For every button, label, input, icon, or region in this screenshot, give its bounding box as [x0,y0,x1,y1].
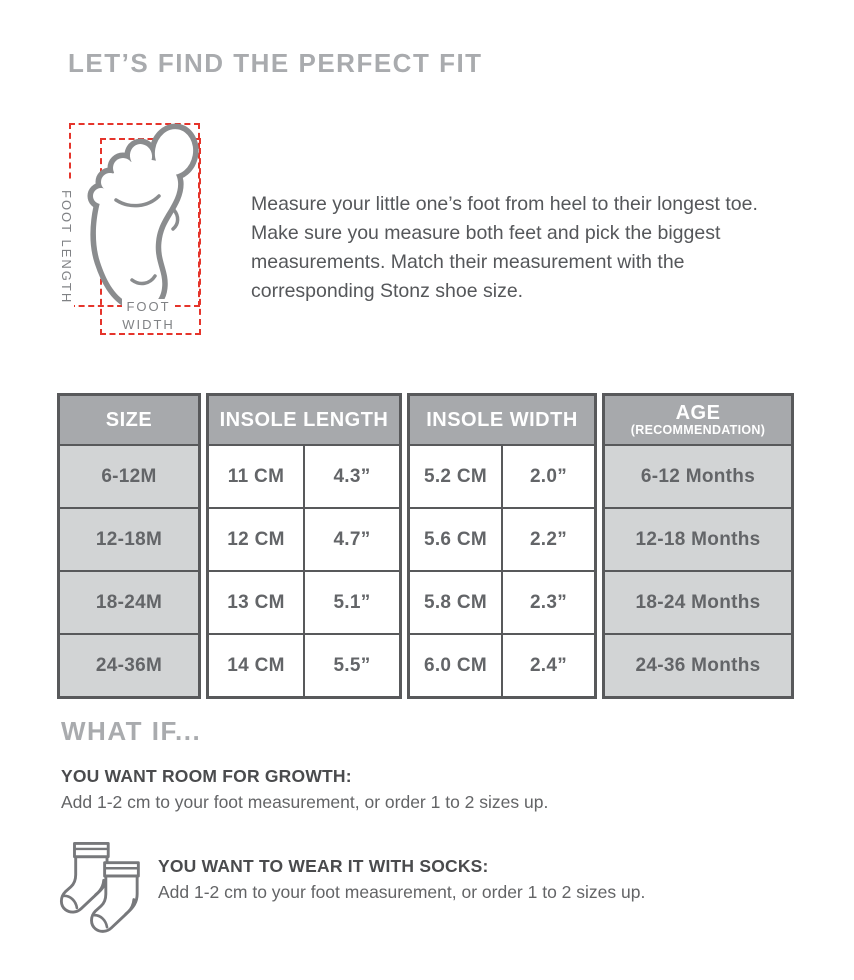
size-cell: 12-18M [60,507,198,570]
foot-measurement-diagram: FOOT LENGTH FOOT WIDTH [48,110,263,360]
width-in-cell: 2.4” [501,635,594,696]
socks-tip-text: Add 1-2 cm to your foot measurement, or … [158,882,646,902]
size-column-header: SIZE [60,396,198,446]
width-in-cell: 2.0” [501,446,594,507]
length-in-cell: 4.7” [303,509,399,570]
wear-with-socks-tip: YOU WANT TO WEAR IT WITH SOCKS: Add 1-2 … [158,856,645,903]
table-row: 5.8 CM 2.3” [410,570,594,633]
size-cell: 6-12M [60,446,198,507]
insole-length-group: INSOLE LENGTH 11 CM 4.3” 12 CM 4.7” 13 C… [206,393,402,699]
insole-width-group: INSOLE WIDTH 5.2 CM 2.0” 5.6 CM 2.2” 5.8… [407,393,597,699]
page-title: LET’S FIND THE PERFECT FIT [68,48,483,78]
age-column-header: AGE (RECOMMENDATION) [605,396,791,446]
foot-width-label-line1: FOOT [122,299,175,314]
width-in-cell: 2.2” [501,509,594,570]
size-cell: 18-24M [60,570,198,633]
measuring-instructions: Measure your little one’s foot from heel… [251,192,758,302]
table-row: 5.2 CM 2.0” [410,446,594,507]
foot-width-label-line2: WIDTH [118,317,179,332]
size-cell: 24-36M [60,633,198,696]
age-cell: 24-36 Months [605,633,791,696]
width-in-cell: 2.3” [501,572,594,633]
what-if-heading: WHAT IF... [61,716,202,746]
length-in-cell: 4.3” [303,446,399,507]
age-cell: 6-12 Months [605,446,791,507]
width-cm-cell: 6.0 CM [410,635,501,696]
socks-icon [59,841,140,933]
table-row: 14 CM 5.5” [209,633,399,696]
growth-tip-text: Add 1-2 cm to your foot measurement, or … [61,792,549,812]
socks-tip-title: YOU WANT TO WEAR IT WITH SOCKS: [158,856,489,876]
width-cm-cell: 5.2 CM [410,446,501,507]
table-row: 12 CM 4.7” [209,507,399,570]
age-header-line2: (RECOMMENDATION) [630,422,766,437]
length-in-cell: 5.5” [303,635,399,696]
size-chart-table: SIZE 6-12M 12-18M 18-24M 24-36M INSOLE L… [57,393,794,699]
age-header-line1: AGE [675,401,721,424]
length-in-cell: 5.1” [303,572,399,633]
room-for-growth-tip: YOU WANT ROOM FOR GROWTH: Add 1-2 cm to … [61,766,548,813]
foot-icon [87,123,199,313]
insole-width-header: INSOLE WIDTH [410,396,594,446]
foot-width-label: FOOT WIDTH [100,298,197,334]
insole-length-header: INSOLE LENGTH [209,396,399,446]
foot-length-label: FOOT LENGTH [59,182,74,312]
length-cm-cell: 14 CM [209,635,303,696]
age-cell: 18-24 Months [605,570,791,633]
width-cm-cell: 5.8 CM [410,572,501,633]
length-cm-cell: 13 CM [209,572,303,633]
width-cm-cell: 5.6 CM [410,509,501,570]
table-row: 13 CM 5.1” [209,570,399,633]
length-cm-cell: 12 CM [209,509,303,570]
age-cell: 12-18 Months [605,507,791,570]
table-row: 6.0 CM 2.4” [410,633,594,696]
growth-tip-title: YOU WANT ROOM FOR GROWTH: [61,766,352,786]
table-row: 11 CM 4.3” [209,446,399,507]
table-row: 5.6 CM 2.2” [410,507,594,570]
age-column-group: AGE (RECOMMENDATION) 6-12 Months 12-18 M… [602,393,794,699]
length-cm-cell: 11 CM [209,446,303,507]
size-column-group: SIZE 6-12M 12-18M 18-24M 24-36M [57,393,201,699]
